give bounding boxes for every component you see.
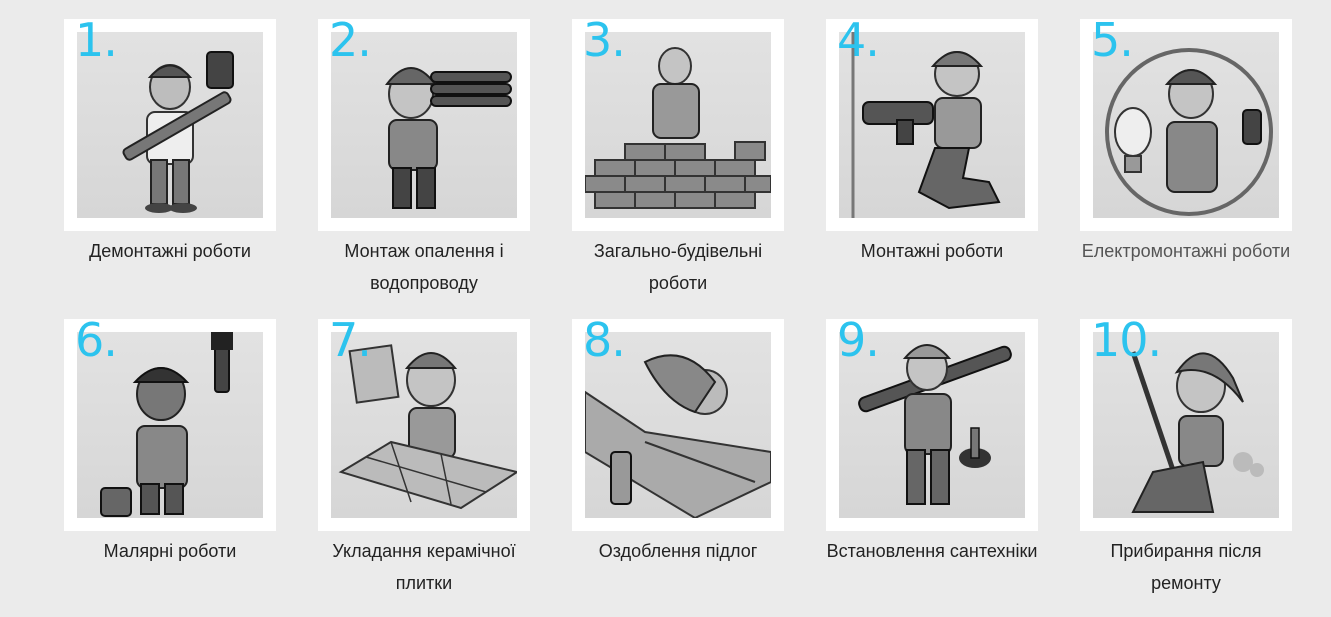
bricklayer-icon xyxy=(585,32,771,218)
plumber-icon xyxy=(839,332,1025,518)
service-image-frame: 4. xyxy=(826,13,1038,231)
service-card-demolition[interactable]: 1. Демонтажні роботи xyxy=(64,13,276,267)
service-card-general-construction[interactable]: 3. xyxy=(572,13,784,299)
service-card-heating-plumbing[interactable]: 2. Монтаж опалення і водопроводу xyxy=(318,13,530,299)
service-image-frame: 8. xyxy=(572,313,784,531)
service-image-frame: 5. xyxy=(1080,13,1292,231)
service-label: Оздоблення підлог xyxy=(598,541,758,561)
service-card-painting[interactable]: 6. Малярні роботи xyxy=(64,313,276,567)
service-card-plumbing[interactable]: 9. Встановлення сантехніки xyxy=(826,313,1038,567)
service-number: 7. xyxy=(329,313,372,367)
service-number: 2. xyxy=(329,13,372,67)
service-label: Прибирання після ремонту xyxy=(1110,541,1262,593)
service-label: Малярні роботи xyxy=(103,541,237,561)
service-label: Електромонтажні роботи xyxy=(1081,241,1291,261)
service-number: 9. xyxy=(837,313,880,367)
service-number: 1. xyxy=(75,13,118,67)
service-label: Монтаж опалення і водопроводу xyxy=(344,241,504,293)
service-image-frame: 7. xyxy=(318,313,530,531)
drill-worker-icon xyxy=(839,32,1025,218)
service-image-frame: 6. xyxy=(64,313,276,531)
service-label: Встановлення сантехніки xyxy=(826,541,1038,561)
service-number: 3. xyxy=(583,13,626,67)
service-label: Демонтажні роботи xyxy=(89,241,251,261)
service-label: Укладання керамічної плитки xyxy=(332,541,516,593)
service-image-frame: 9. xyxy=(826,313,1038,531)
cleaner-icon xyxy=(1093,332,1279,518)
service-card-flooring[interactable]: 8. Оздоблення підлог xyxy=(572,313,784,567)
electrician-icon xyxy=(1093,32,1279,218)
service-card-tiling[interactable]: 7. Укладання керамічної плитки xyxy=(318,313,530,599)
service-card-installation[interactable]: 4. Монтажні роботи xyxy=(826,13,1038,267)
service-image-frame: 1. xyxy=(64,13,276,231)
service-number: 4. xyxy=(837,13,880,67)
service-label: Монтажні роботи xyxy=(860,241,1004,261)
pipe-worker-icon xyxy=(331,32,517,218)
painter-icon xyxy=(77,332,263,518)
demolition-worker-icon xyxy=(77,32,263,218)
service-card-electrical[interactable]: 5. Електромонтажні роботи xyxy=(1080,13,1292,267)
service-label: Загально-будівельні роботи xyxy=(593,241,763,293)
service-number: 5. xyxy=(1091,13,1134,67)
service-number: 6. xyxy=(75,313,118,367)
service-number: 8. xyxy=(583,313,626,367)
service-number: 10. xyxy=(1091,313,1162,367)
service-image-frame: 10. xyxy=(1080,313,1292,531)
service-image-frame: 3. xyxy=(572,13,784,231)
tiler-icon xyxy=(331,332,517,518)
service-card-cleaning[interactable]: 10. Прибирання після ремонту xyxy=(1080,313,1292,599)
service-image-frame: 2. xyxy=(318,13,530,231)
floor-worker-icon xyxy=(585,332,771,518)
